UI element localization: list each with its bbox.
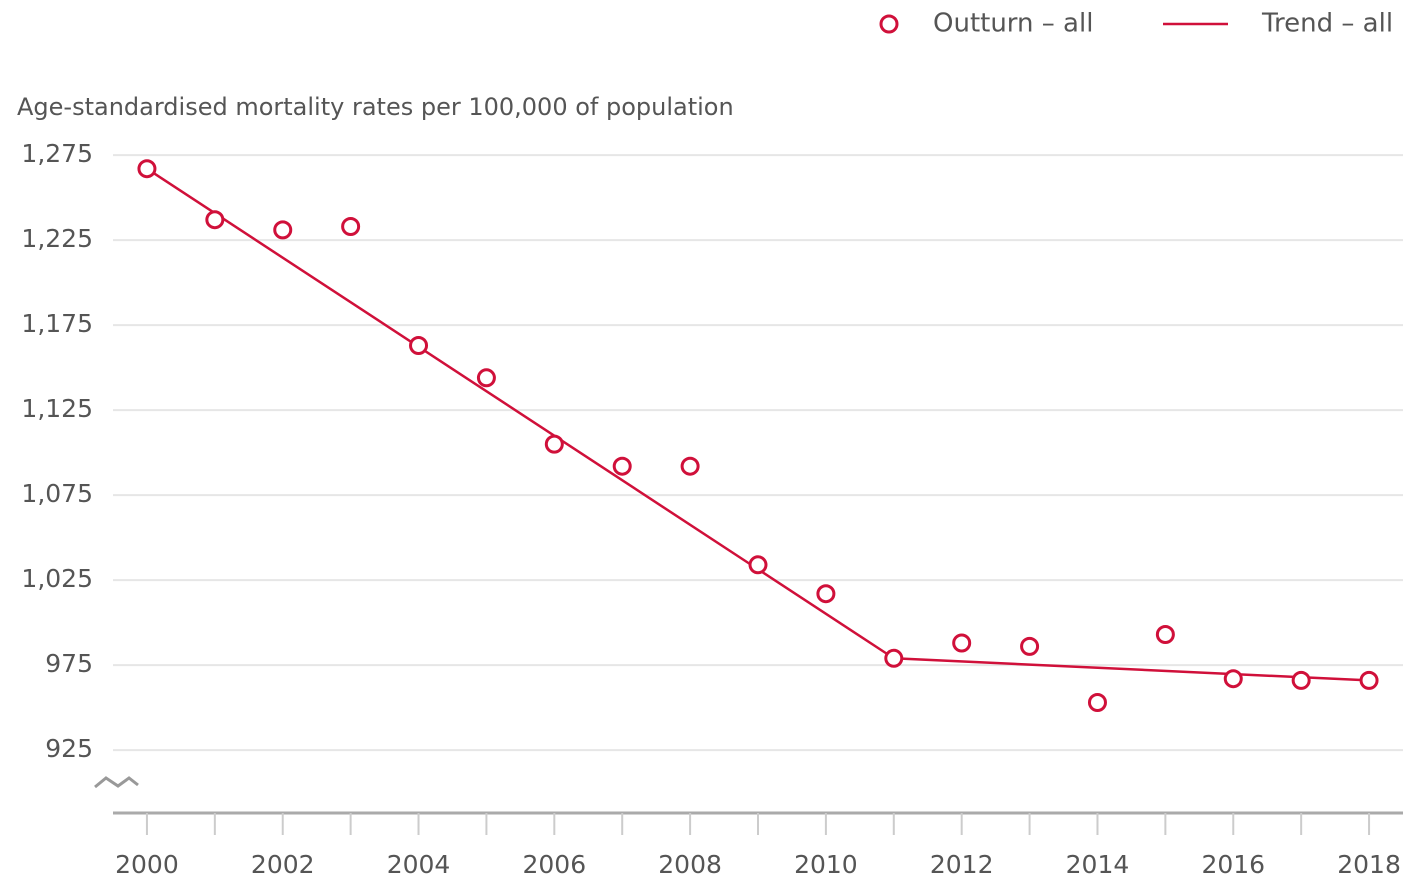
y-tick-label: 1,225 <box>21 224 93 253</box>
point <box>544 434 564 454</box>
point <box>1223 669 1243 689</box>
x-tick-label: 2012 <box>930 850 994 879</box>
point <box>409 336 429 355</box>
legend-label: Trend – all <box>1261 9 1393 39</box>
axis-break <box>94 776 139 789</box>
x-tick-label: 2016 <box>1201 850 1265 879</box>
y-tick-label: 1,075 <box>21 479 93 508</box>
x-tick-label: 2014 <box>1066 850 1130 879</box>
trend-line <box>146 167 1370 682</box>
point <box>612 456 632 476</box>
point <box>884 648 904 668</box>
x-tick-label: 2006 <box>523 850 587 879</box>
x-tick-label: 2010 <box>794 850 858 879</box>
x-tick-label: 2000 <box>115 850 179 879</box>
point <box>1155 625 1175 644</box>
point <box>1291 670 1311 690</box>
x-tick-label: 2008 <box>658 850 722 879</box>
point <box>476 368 496 388</box>
point <box>205 210 225 230</box>
y-tick-label: 1,025 <box>21 564 93 593</box>
y-tick-label: 925 <box>45 734 93 763</box>
y-axis-label: Age-standardised mortality rates per 100… <box>17 93 734 121</box>
y-tick-label: 1,275 <box>21 139 93 168</box>
y-tick-label: 1,175 <box>21 309 93 338</box>
x-tick-label: 2002 <box>251 850 315 879</box>
legend-label: Outturn – all <box>933 9 1093 39</box>
point <box>748 555 768 575</box>
x-tick-label: 2004 <box>387 850 451 879</box>
point <box>816 584 836 604</box>
y-tick-label: 1,125 <box>21 394 93 423</box>
point <box>680 456 700 476</box>
point <box>273 220 293 240</box>
legend-marker <box>879 14 899 34</box>
x-tick-label: 2018 <box>1337 850 1401 879</box>
point <box>952 633 972 653</box>
point <box>137 159 157 179</box>
y-tick-label: 975 <box>45 649 93 678</box>
point <box>1359 670 1379 690</box>
point <box>341 217 361 236</box>
point <box>1020 636 1040 656</box>
point <box>1087 693 1107 712</box>
